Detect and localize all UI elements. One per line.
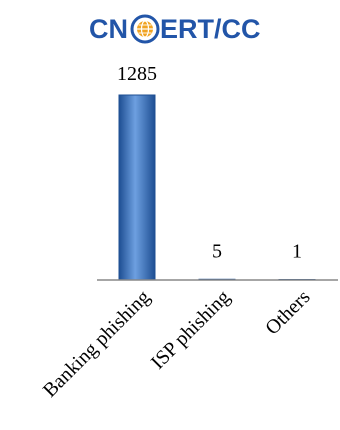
value-label-3: 1 bbox=[292, 241, 302, 263]
value-labels-group: 1285 5 1 bbox=[117, 63, 302, 263]
bar-1 bbox=[118, 94, 156, 281]
globe-icon bbox=[130, 14, 160, 44]
logo-text-left: CN bbox=[89, 14, 128, 44]
category-label-1: Banking phishing bbox=[39, 286, 155, 402]
value-label-1: 1285 bbox=[117, 63, 157, 85]
logo-text-right: ERT/CC bbox=[160, 14, 261, 44]
value-label-2: 5 bbox=[212, 240, 222, 262]
cncert-logo: CN ERT/CC bbox=[89, 14, 261, 44]
category-label-3: Others bbox=[261, 286, 314, 339]
category-label-2: ISP phishing bbox=[147, 286, 235, 374]
